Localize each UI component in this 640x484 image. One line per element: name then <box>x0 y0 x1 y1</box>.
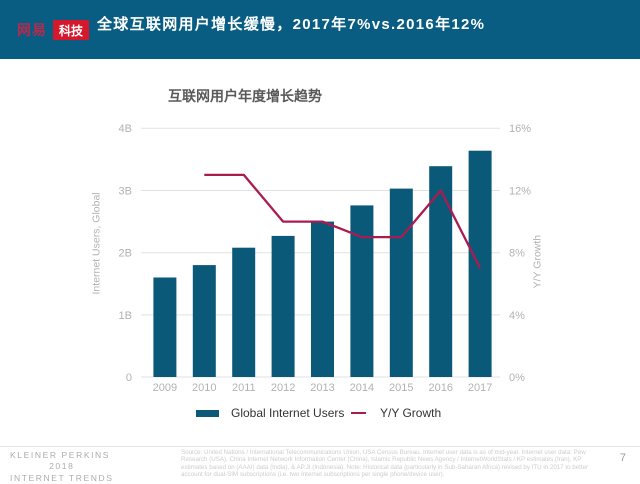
svg-text:2015: 2015 <box>389 382 413 394</box>
svg-text:12%: 12% <box>509 186 531 198</box>
svg-text:0: 0 <box>126 372 132 384</box>
svg-text:3B: 3B <box>119 186 132 198</box>
svg-text:2013: 2013 <box>310 382 334 394</box>
svg-text:2014: 2014 <box>350 382 374 394</box>
svg-text:Internet Users, Global: Internet Users, Global <box>91 192 103 294</box>
svg-text:1B: 1B <box>119 310 132 322</box>
svg-text:2017: 2017 <box>468 382 492 394</box>
svg-text:16%: 16% <box>509 123 531 135</box>
svg-text:4B: 4B <box>119 123 132 135</box>
svg-text:2010: 2010 <box>192 382 216 394</box>
svg-text:2011: 2011 <box>232 382 256 394</box>
svg-text:4%: 4% <box>509 310 525 322</box>
svg-text:2B: 2B <box>119 248 132 260</box>
svg-text:8%: 8% <box>509 248 525 260</box>
svg-text:0%: 0% <box>509 372 525 384</box>
svg-text:Y/Y Growth: Y/Y Growth <box>531 235 543 289</box>
svg-text:2016: 2016 <box>429 382 453 394</box>
svg-text:2009: 2009 <box>153 382 177 394</box>
svg-text:2012: 2012 <box>271 382 295 394</box>
